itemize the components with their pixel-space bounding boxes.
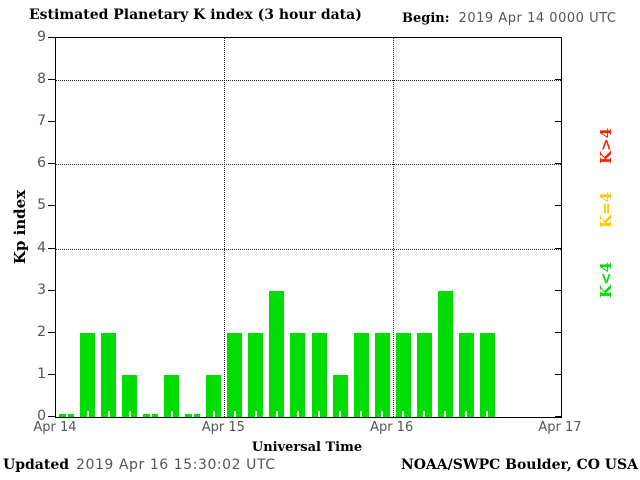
kp-bar [101, 332, 117, 417]
bar-period-tick [128, 411, 131, 417]
kp-bar [416, 332, 432, 417]
bar-period-tick [296, 411, 299, 417]
plot-area [55, 37, 562, 418]
kp-bar [437, 290, 453, 417]
x-axis-title: Universal Time [251, 440, 363, 455]
bar-period-tick [65, 414, 68, 417]
y-axis-tick [48, 373, 55, 375]
bar-period-tick [191, 414, 194, 417]
y-axis-tick-right [555, 289, 561, 291]
bar-period-tick [149, 414, 152, 417]
bar-period-tick [339, 411, 342, 417]
y-axis-tick [48, 205, 55, 207]
kp-bar [332, 374, 348, 417]
gridline-y4 [56, 248, 561, 250]
kp-bar [248, 332, 264, 417]
y-axis-tick [48, 37, 55, 38]
bar-period-tick [107, 411, 110, 417]
kp-bar [353, 332, 369, 417]
kp-bar [374, 332, 390, 417]
y-axis-title: Kp index [11, 189, 29, 265]
updated-label: Updated [3, 457, 70, 473]
y-tick-label: 5 [37, 197, 46, 214]
bar-period-tick [233, 411, 236, 417]
y-axis-tick [48, 79, 55, 81]
bar-period-tick [275, 411, 278, 417]
y-axis-tick-right [555, 205, 561, 207]
kp-bar [395, 332, 411, 417]
y-axis-tick-right [555, 373, 561, 375]
bar-period-tick [381, 411, 384, 417]
bar-period-tick [402, 411, 405, 417]
kp-bar [227, 332, 243, 417]
kp-bar [164, 374, 180, 417]
kp-bar [269, 290, 285, 417]
kp-bar [122, 374, 138, 417]
bar-period-tick [360, 411, 363, 417]
y-axis-tick-right [555, 416, 561, 417]
bar-period-tick [86, 411, 89, 417]
y-axis-tick-right [555, 331, 561, 333]
y-axis-tick-right [555, 79, 561, 81]
x-day-label: Apr 16 [370, 420, 414, 435]
begin-label: Begin: [402, 11, 450, 26]
y-axis-tick [48, 289, 55, 291]
bar-period-tick [444, 411, 447, 417]
bar-period-tick [486, 411, 489, 417]
y-tick-label: 8 [37, 71, 46, 88]
footer-updated: Updated 2019 Apr 16 15:30:02 UTC [3, 457, 276, 473]
bar-period-tick [318, 411, 321, 417]
y-tick-label: 6 [37, 155, 46, 172]
day-divider [392, 38, 394, 417]
y-tick-label: 0 [37, 408, 46, 424]
y-axis-tick [48, 247, 55, 249]
begin-value: 2019 Apr 14 0000 UTC [458, 11, 617, 26]
legend-item-K4: K<4 [597, 261, 615, 299]
bar-period-tick [170, 411, 173, 417]
y-tick-label: 9 [37, 29, 46, 45]
y-axis-tick [48, 416, 55, 417]
begin-line: Begin: 2019 Apr 14 0000 UTC [402, 11, 616, 26]
x-day-label: Apr 17 [538, 420, 582, 435]
y-tick-label: 2 [37, 323, 46, 340]
kp-bar [479, 332, 495, 417]
y-axis-tick [48, 121, 55, 123]
bar-period-tick [254, 411, 257, 417]
legend-item-K4: K>4 [597, 127, 615, 165]
x-day-label: Apr 15 [201, 420, 245, 435]
kp-bar [290, 332, 306, 417]
kp-bar [206, 374, 222, 417]
y-axis-tick [48, 163, 55, 165]
y-tick-label: 1 [37, 365, 46, 382]
y-axis-tick-right [555, 37, 561, 38]
updated-value: 2019 Apr 16 15:30:02 UTC [76, 457, 276, 473]
y-axis-tick [48, 331, 55, 333]
footer-source: NOAA/SWPC Boulder, CO USA [400, 457, 638, 473]
y-axis-tick-right [555, 247, 561, 249]
kp-bar [311, 332, 327, 417]
legend-item-K4: K=4 [597, 191, 615, 229]
bar-period-tick [465, 411, 468, 417]
gridline-y6 [56, 164, 561, 166]
y-tick-label: 4 [37, 239, 46, 256]
y-axis-tick-right [555, 163, 561, 165]
kp-bar [80, 332, 96, 417]
y-tick-label: 7 [37, 113, 46, 130]
bar-period-tick [423, 411, 426, 417]
gridline-y8 [56, 80, 561, 82]
kp-bar [458, 332, 474, 417]
chart-title: Estimated Planetary K index (3 hour data… [29, 7, 362, 23]
y-tick-label: 3 [37, 281, 46, 298]
x-day-label: Apr 14 [33, 420, 77, 435]
day-divider [224, 38, 226, 417]
bar-period-tick [212, 411, 215, 417]
y-axis-tick-right [555, 121, 561, 123]
